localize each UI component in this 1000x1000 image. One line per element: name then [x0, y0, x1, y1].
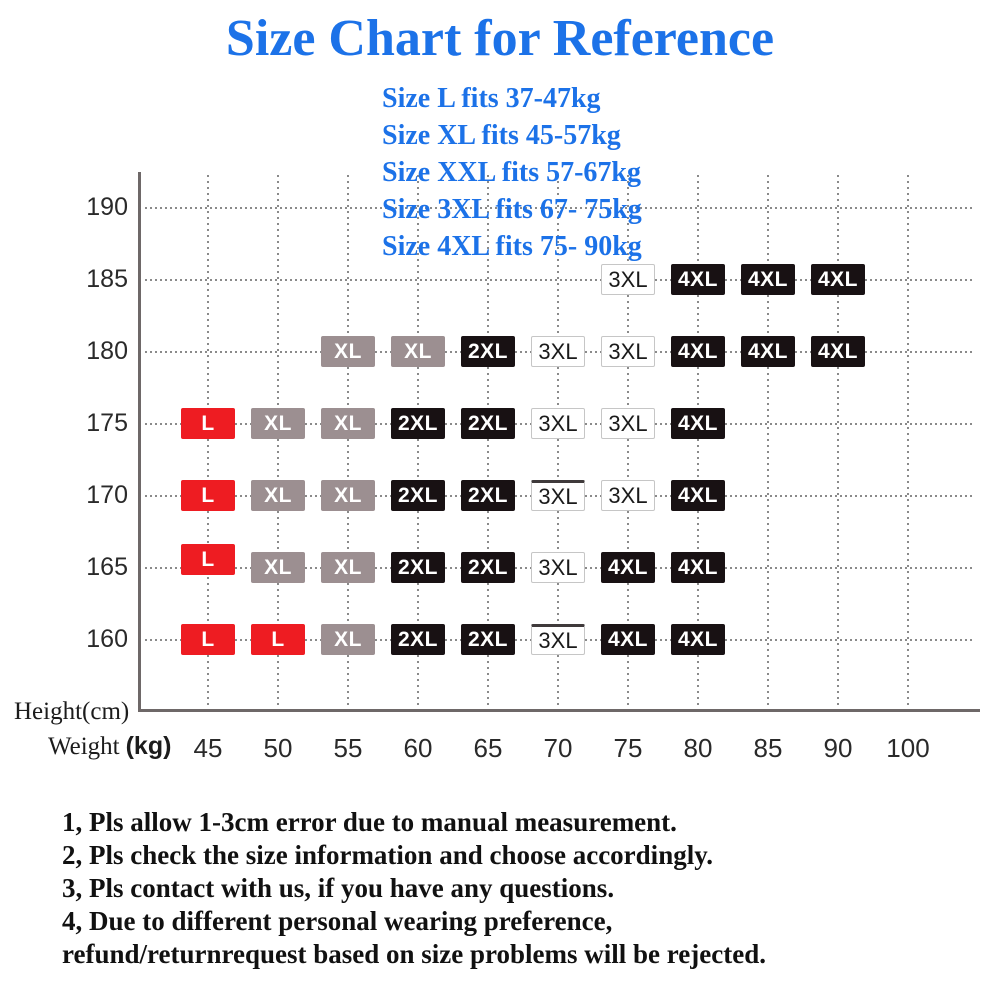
gridline-vertical — [627, 175, 629, 708]
y-tick-label: 170 — [86, 481, 128, 509]
x-tick-label: 75 — [613, 733, 643, 763]
x-tick-label: 85 — [753, 733, 783, 763]
size-cell: 4XL — [741, 336, 795, 367]
size-cell: L — [181, 480, 235, 511]
note-line: 3, Pls contact with us, if you have any … — [62, 873, 615, 903]
note-line: 2, Pls check the size information and ch… — [62, 840, 713, 870]
x-tick-label: 65 — [473, 733, 503, 763]
x-tick-label: 55 — [333, 733, 363, 763]
y-axis-label: Height(cm) — [14, 698, 130, 725]
note-line: 4, Due to different personal wearing pre… — [62, 906, 613, 936]
x-tick-label: 90 — [823, 733, 853, 763]
gridline-horizontal — [145, 279, 975, 281]
size-cell: 4XL — [601, 624, 655, 655]
subtitle-line: Size L fits 37-47kg — [382, 83, 601, 114]
size-cell: 2XL — [391, 624, 445, 655]
x-tick-label: 50 — [263, 733, 293, 763]
gridline-vertical — [697, 175, 699, 708]
size-cell: 2XL — [461, 408, 515, 439]
size-cell: 3XL — [531, 336, 585, 367]
gridline-vertical — [417, 175, 419, 708]
size-cell: XL — [251, 480, 305, 511]
size-cell: L — [181, 544, 235, 575]
gridline-horizontal — [145, 207, 975, 209]
size-cell: 3XL — [601, 408, 655, 439]
size-cell: XL — [251, 552, 305, 583]
size-cell: XL — [321, 336, 375, 367]
size-cell: 2XL — [461, 552, 515, 583]
size-cell: XL — [321, 408, 375, 439]
subtitle-line: Size XXL fits 57-67kg — [382, 157, 641, 188]
size-cell: XL — [321, 552, 375, 583]
x-axis-label-unit: (kg) — [125, 732, 172, 760]
notes-block: 1, Pls allow 1-3cm error due to manual m… — [62, 806, 766, 971]
y-tick-label: 175 — [86, 409, 128, 437]
size-cell: 2XL — [391, 552, 445, 583]
size-cell: 4XL — [671, 480, 725, 511]
x-axis-line — [138, 709, 980, 712]
size-cell: L — [181, 624, 235, 655]
y-tick-label: 160 — [86, 625, 128, 653]
x-axis-label: Weight (kg) — [48, 732, 171, 761]
y-axis-line — [138, 172, 141, 712]
size-cell: L — [181, 408, 235, 439]
y-tick-label: 180 — [86, 337, 128, 365]
y-tick-label: 190 — [86, 193, 128, 221]
size-cell: 3XL — [601, 336, 655, 367]
note-line: 1, Pls allow 1-3cm error due to manual m… — [62, 807, 677, 837]
x-tick-label: 100 — [886, 733, 930, 763]
size-cell: XL — [391, 336, 445, 367]
subtitle-line: Size XL fits 45-57kg — [382, 120, 621, 151]
size-cell: 2XL — [461, 336, 515, 367]
x-tick-label: 80 — [683, 733, 713, 763]
page-title: Size Chart for Reference — [225, 10, 775, 67]
gridline-vertical — [907, 175, 909, 708]
size-cell: 4XL — [811, 264, 865, 295]
gridline-vertical — [767, 175, 769, 708]
x-tick-label: 70 — [543, 733, 573, 763]
size-fit-list: Size L fits 37-47kg Size XL fits 45-57kg S… — [382, 80, 642, 265]
size-cell: L — [251, 624, 305, 655]
gridline-vertical — [347, 175, 349, 708]
size-cell: XL — [321, 624, 375, 655]
size-cell: 4XL — [671, 408, 725, 439]
size-cell: 4XL — [741, 264, 795, 295]
size-cell: 4XL — [601, 552, 655, 583]
y-tick-label: 185 — [86, 265, 128, 293]
gridline-vertical — [277, 175, 279, 708]
size-cell: 3XL — [531, 624, 585, 655]
size-cell: 3XL — [531, 408, 585, 439]
subtitle-line: Size 3XL fits 67- 75kg — [382, 194, 642, 225]
gridline-vertical — [557, 175, 559, 708]
size-cell: 3XL — [601, 480, 655, 511]
size-cell: XL — [321, 480, 375, 511]
subtitle-line: Size 4XL fits 75- 90kg — [382, 231, 642, 262]
size-cell: 2XL — [391, 480, 445, 511]
size-cell: 4XL — [671, 264, 725, 295]
size-cell: 2XL — [391, 408, 445, 439]
size-cell: XL — [251, 408, 305, 439]
size-cell: 2XL — [461, 624, 515, 655]
note-line: refund/returnrequest based on size probl… — [62, 939, 766, 969]
size-cell: 4XL — [671, 624, 725, 655]
y-tick-label: 165 — [86, 553, 128, 581]
size-cell: 3XL — [531, 480, 585, 511]
size-cell: 4XL — [671, 552, 725, 583]
x-axis-label-word: Weight — [48, 733, 120, 760]
gridline-vertical — [207, 175, 209, 708]
gridline-vertical — [487, 175, 489, 708]
size-cell: 3XL — [601, 264, 655, 295]
size-cell: 4XL — [811, 336, 865, 367]
size-cell: 3XL — [531, 552, 585, 583]
size-cell: 4XL — [671, 336, 725, 367]
size-cell: 2XL — [461, 480, 515, 511]
x-tick-label: 45 — [193, 733, 223, 763]
gridline-vertical — [837, 175, 839, 708]
x-tick-label: 60 — [403, 733, 433, 763]
